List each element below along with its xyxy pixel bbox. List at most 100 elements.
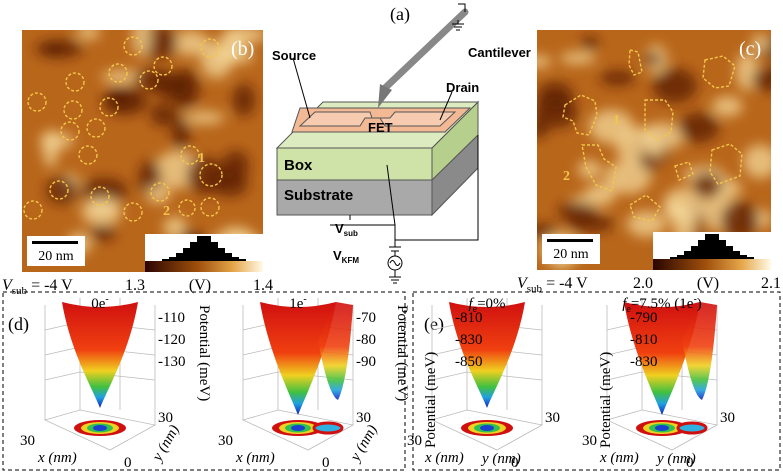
panel-label: (d) — [8, 314, 29, 335]
afm-blob — [604, 160, 651, 194]
x-axis-label: x (nm) — [235, 450, 275, 466]
contour — [93, 425, 107, 431]
z-tick-label: -830 — [630, 354, 658, 370]
afm-blob — [42, 130, 58, 168]
diagram-label: Drain — [446, 80, 479, 95]
v-sub-label: Vsub — [335, 221, 358, 238]
afm-blob — [652, 68, 697, 103]
origin-label: 0 — [322, 455, 330, 471]
v-sub-label-part: sub — [344, 229, 358, 238]
scale-bar — [32, 241, 78, 244]
z-tick-label: -110 — [158, 310, 185, 326]
plot-title-part: 1e — [289, 296, 304, 312]
y-tick-label: 30 — [720, 410, 735, 426]
origin-label: 0 — [124, 455, 132, 471]
diagram-label: FET — [368, 120, 393, 135]
z-tick-label: -810 — [455, 310, 483, 326]
afm-blob — [45, 42, 64, 56]
v-kfm-label: VKFM — [333, 248, 359, 265]
afm-blob — [88, 197, 118, 215]
panel-label: (e) — [424, 314, 444, 335]
afm-blob — [692, 172, 722, 199]
figure: (b)1220 nmVsub = -4 V1.3(V)1.4(c)1220 nm… — [0, 0, 783, 473]
defect-number: 1 — [198, 151, 205, 166]
plot-title-part: - — [105, 294, 108, 305]
panel-label: (a) — [390, 4, 410, 25]
colorbar-min: 2.0 — [633, 275, 653, 292]
afm-blob — [581, 36, 598, 51]
v-kfm-label-part: V — [333, 248, 342, 263]
afm-blob — [132, 19, 152, 57]
z-tick-label: -80 — [356, 332, 376, 348]
colorbar-unit: (V) — [697, 275, 719, 292]
scale-bar-label: 20 nm — [38, 249, 74, 264]
x-axis-label: x (nm) — [37, 450, 77, 466]
afm-blob — [712, 96, 743, 116]
plot-title-part: ) — [697, 296, 702, 312]
scale-bar-label: 20 nm — [553, 247, 589, 262]
bias-caption-part: sub — [527, 283, 543, 295]
afm-blob — [557, 202, 597, 221]
y-axis-label: y (nm) — [149, 422, 183, 465]
colorbar-min: 1.3 — [125, 277, 145, 294]
afm-blob — [640, 122, 684, 150]
diagram-label: Substrate — [284, 187, 353, 204]
x-tick-label: 30 — [218, 433, 233, 449]
diagram-label: Source — [272, 48, 316, 63]
afm-blob — [76, 25, 100, 39]
z-tick-label: -850 — [455, 354, 483, 370]
scale-bar — [547, 239, 593, 242]
z-axis-label: Potential (meV) — [598, 352, 614, 448]
bias-caption-part: sub — [12, 285, 28, 297]
plot-title-part: - — [303, 294, 306, 305]
afm-blob — [106, 87, 134, 111]
z-tick-label: -830 — [455, 332, 483, 348]
defect-number: 2 — [563, 169, 570, 184]
afm-blob — [578, 160, 602, 178]
y-tick-label: 30 — [545, 410, 560, 426]
colorbar-max: 1.4 — [253, 277, 273, 294]
contour — [314, 423, 342, 433]
colorbar-unit: (V) — [189, 277, 211, 294]
afm-blob — [90, 224, 117, 240]
diagram-label: Cantilever — [468, 45, 531, 60]
afm-blob — [743, 145, 778, 179]
afm-blob — [644, 52, 662, 66]
z-axis-label: Potential (meV) — [196, 305, 212, 401]
afm-blob — [589, 109, 634, 143]
afm-blob — [169, 69, 200, 109]
z-tick-label: -790 — [630, 310, 658, 326]
contour — [678, 423, 706, 433]
x-tick-label: 30 — [20, 433, 35, 449]
contour — [480, 425, 494, 431]
afm-blob — [150, 103, 177, 126]
potential-surface — [62, 302, 138, 408]
bias-caption-part: = -4 V — [542, 275, 588, 292]
colorbar — [653, 259, 771, 270]
bias-caption-part: = -4 V — [27, 277, 73, 294]
z-axis-label: Potential (meV) — [423, 352, 439, 448]
y-axis-label: y (nm) — [480, 451, 521, 467]
z-axis-label: Potential (meV) — [394, 305, 410, 401]
x-tick-label: 30 — [582, 433, 597, 449]
z-tick-label: -120 — [158, 332, 186, 348]
afm-blob — [186, 157, 225, 194]
v-kfm-label-part: KFM — [342, 256, 360, 265]
colorbar — [145, 261, 263, 272]
panel-label: (c) — [739, 38, 761, 60]
y-axis-label: y (nm) — [655, 451, 696, 467]
y-axis-label: y (nm) — [347, 422, 381, 465]
bias-caption: Vsub = -4 V — [2, 277, 73, 297]
contour — [655, 425, 669, 431]
afm-blob — [560, 52, 596, 64]
x-axis-label: x (nm) — [424, 450, 464, 466]
x-tick-label: 30 — [407, 433, 422, 449]
x-axis-label: x (nm) — [599, 450, 639, 466]
z-tick-label: -90 — [356, 354, 376, 370]
defect-number: 1 — [613, 113, 620, 128]
z-tick-label: -810 — [630, 332, 658, 348]
afm-blob — [222, 151, 249, 180]
contour — [291, 425, 305, 431]
plot-title-part: 0e — [91, 296, 106, 312]
afm-blob — [172, 117, 190, 151]
